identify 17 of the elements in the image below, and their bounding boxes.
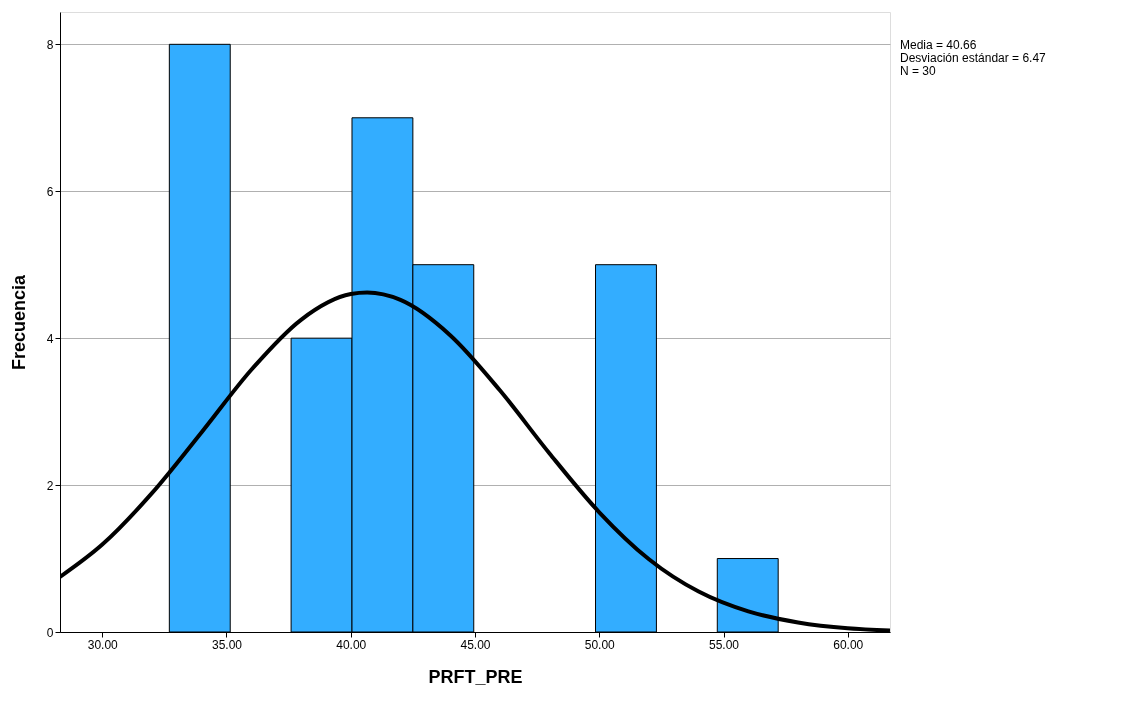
x-tick-label: 35.00	[211, 637, 243, 652]
x-tick-label: 55.00	[708, 637, 740, 652]
text: Desviación estándar = 6.47	[900, 51, 1047, 65]
y-tick-label: 2	[46, 478, 54, 493]
text: N = 30	[900, 64, 937, 78]
y-axis-title: Frecuencia	[8, 273, 29, 371]
y-tick-label: 6	[46, 184, 54, 199]
x-tick-label: 60.00	[833, 637, 864, 652]
x-tick-label: 45.00	[460, 637, 491, 652]
y-tick-label: 8	[46, 37, 54, 52]
y-tick-label: 4	[46, 331, 54, 346]
y-tick-label: 0	[46, 625, 54, 640]
text: Media = 40.66	[900, 38, 977, 52]
x-axis-title: PRFT_PRE	[428, 666, 523, 687]
x-tick-label: 30.00	[87, 637, 119, 652]
x-tick-label: 50.00	[584, 637, 616, 652]
x-tick-label: 40.00	[336, 637, 367, 652]
